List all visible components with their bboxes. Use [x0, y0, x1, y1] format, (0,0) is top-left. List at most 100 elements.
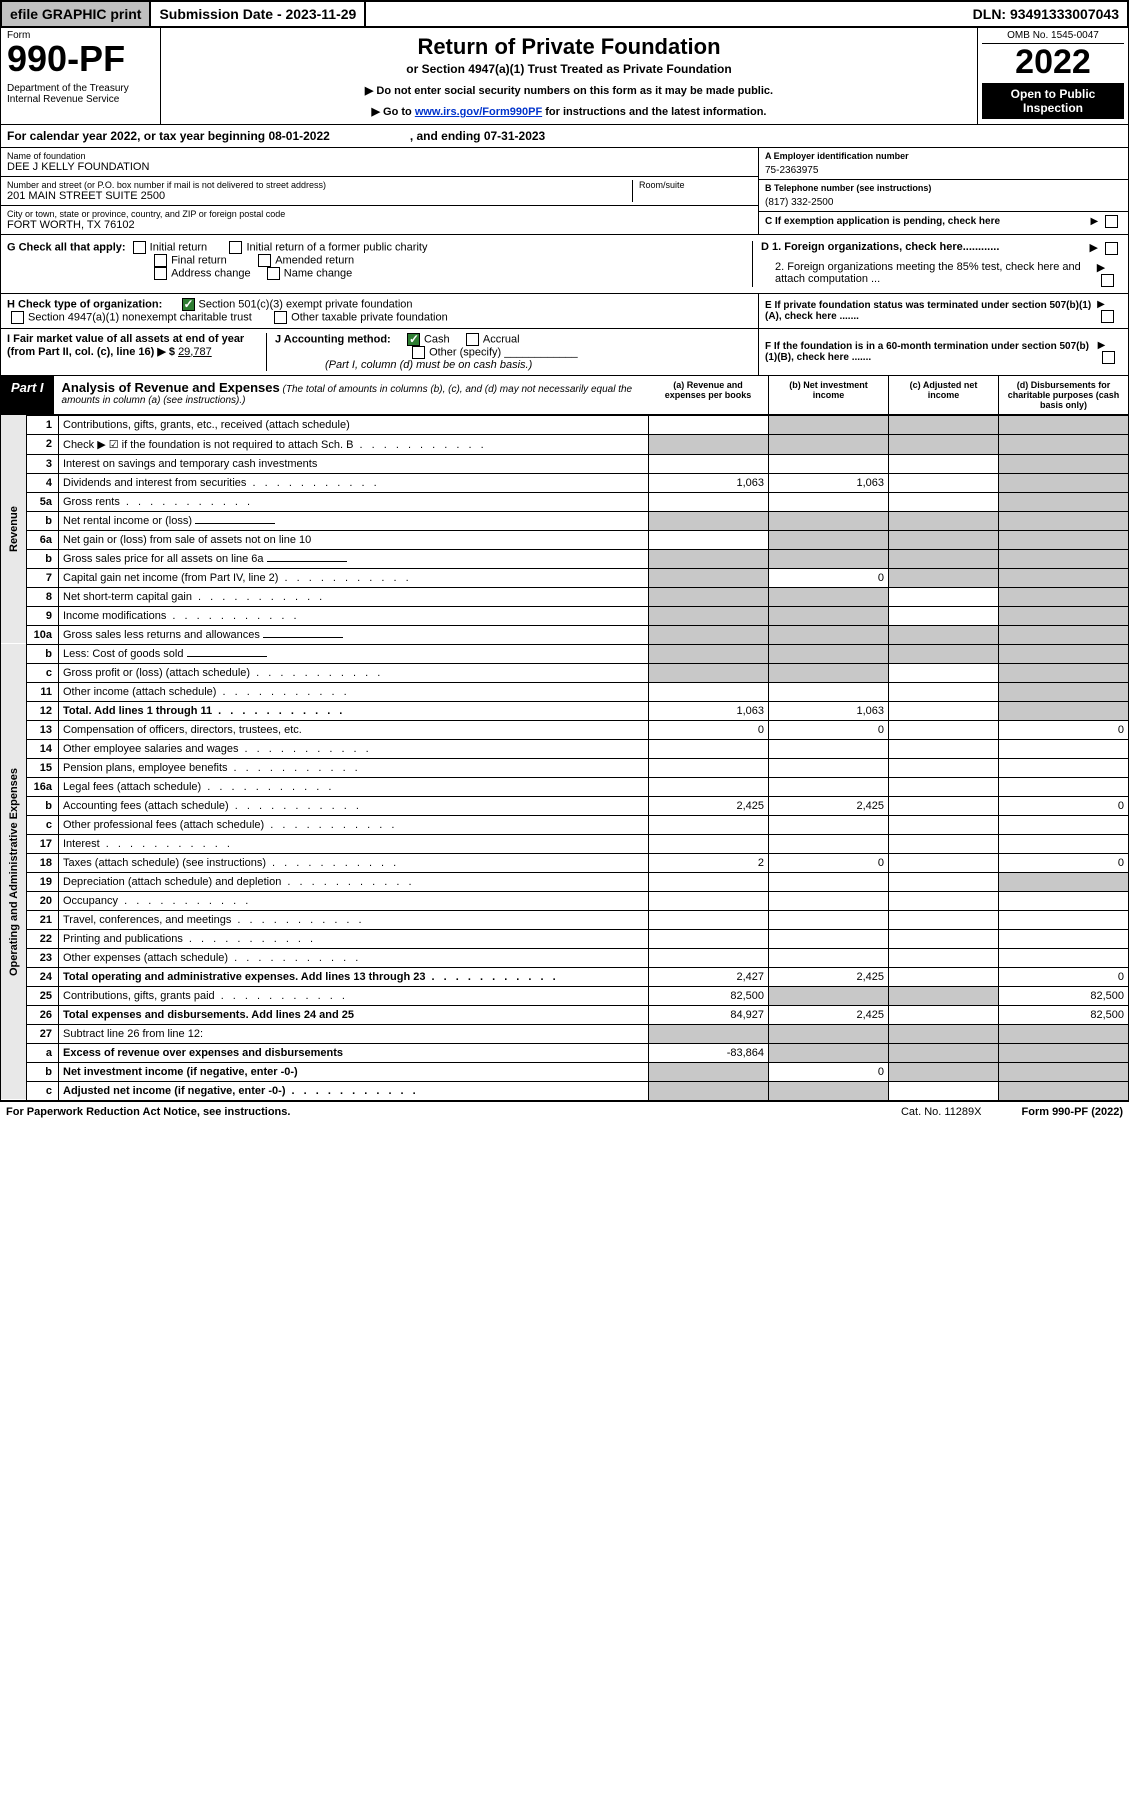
cell-d — [999, 1062, 1129, 1081]
line-desc: Other income (attach schedule) — [59, 682, 649, 701]
cell-a — [649, 872, 769, 891]
cell-a — [649, 606, 769, 625]
cell-d — [999, 663, 1129, 682]
cell-a: 84,927 — [649, 1005, 769, 1024]
cb-other-taxable[interactable] — [274, 311, 287, 324]
table-row: 9Income modifications — [1, 606, 1129, 625]
cell-a — [649, 682, 769, 701]
cell-c — [889, 492, 999, 511]
d2-label: 2. Foreign organizations meeting the 85%… — [761, 261, 1097, 287]
open-public: Open to Public Inspection — [982, 83, 1124, 119]
cell-c — [889, 720, 999, 739]
line-desc: Other professional fees (attach schedule… — [59, 815, 649, 834]
cell-c — [889, 739, 999, 758]
cb-initial[interactable] — [133, 241, 146, 254]
table-row: 12Total. Add lines 1 through 111,0631,06… — [1, 701, 1129, 720]
line-number: a — [27, 1043, 59, 1062]
room-label: Room/suite — [639, 180, 752, 190]
cell-d — [999, 948, 1129, 967]
cell-c — [889, 701, 999, 720]
cell-d — [999, 492, 1129, 511]
table-row: 18Taxes (attach schedule) (see instructi… — [1, 853, 1129, 872]
addr-label: Number and street (or P.O. box number if… — [7, 180, 632, 190]
d2-checkbox[interactable] — [1101, 274, 1114, 287]
cell-d — [999, 473, 1129, 492]
line-number: 13 — [27, 720, 59, 739]
cb-final[interactable] — [154, 254, 167, 267]
g-final: Final return — [171, 254, 227, 266]
cb-other-method[interactable] — [412, 346, 425, 359]
line-number: 23 — [27, 948, 59, 967]
line-desc: Gross rents — [59, 492, 649, 511]
part1-header: Part I Analysis of Revenue and Expenses … — [0, 376, 1129, 415]
cell-d: 0 — [999, 967, 1129, 986]
f-checkbox[interactable] — [1102, 351, 1115, 364]
form-title: Return of Private Foundation — [171, 34, 967, 60]
cell-d — [999, 568, 1129, 587]
cell-c — [889, 929, 999, 948]
revenue-side-label: Revenue — [1, 415, 27, 644]
cell-b — [769, 1043, 889, 1062]
line-desc: Interest on savings and temporary cash i… — [59, 454, 649, 473]
cell-a — [649, 625, 769, 644]
cb-initial-former[interactable] — [229, 241, 242, 254]
cell-a — [649, 587, 769, 606]
col-d-header: (d) Disbursements for charitable purpose… — [998, 376, 1128, 414]
instr-link[interactable]: www.irs.gov/Form990PF — [415, 106, 542, 118]
cell-c — [889, 796, 999, 815]
part1-title: Analysis of Revenue and Expenses — [62, 380, 280, 395]
cb-name-change[interactable] — [267, 267, 280, 280]
cell-c — [889, 986, 999, 1005]
cb-accrual[interactable] — [466, 333, 479, 346]
phone-label: B Telephone number (see instructions) — [765, 183, 1122, 193]
table-row: 4Dividends and interest from securities1… — [1, 473, 1129, 492]
cell-d — [999, 1043, 1129, 1062]
cell-d — [999, 606, 1129, 625]
cb-501c3[interactable] — [182, 298, 195, 311]
line-number: 19 — [27, 872, 59, 891]
cb-4947[interactable] — [11, 311, 24, 324]
foundation-name: DEE J KELLY FOUNDATION — [7, 161, 752, 173]
col-a-header: (a) Revenue and expenses per books — [648, 376, 768, 414]
cell-a — [649, 663, 769, 682]
line-number: b — [27, 644, 59, 663]
d1-checkbox[interactable] — [1105, 242, 1118, 255]
table-row: cOther professional fees (attach schedul… — [1, 815, 1129, 834]
h-section: H Check type of organization: Section 50… — [0, 294, 1129, 329]
table-row: 17Interest — [1, 834, 1129, 853]
cell-d: 82,500 — [999, 986, 1129, 1005]
line-number: 4 — [27, 473, 59, 492]
table-row: 15Pension plans, employee benefits — [1, 758, 1129, 777]
cell-b — [769, 758, 889, 777]
line-desc: Excess of revenue over expenses and disb… — [59, 1043, 649, 1062]
header-center: Return of Private Foundation or Section … — [161, 28, 978, 124]
omb-number: OMB No. 1545-0047 — [982, 30, 1124, 44]
line-number: 11 — [27, 682, 59, 701]
cb-cash[interactable] — [407, 333, 420, 346]
cell-d: 82,500 — [999, 1005, 1129, 1024]
cell-c — [889, 606, 999, 625]
cb-addr-change[interactable] — [154, 267, 167, 280]
line-number: b — [27, 511, 59, 530]
ij-section: I Fair market value of all assets at end… — [0, 329, 1129, 376]
line-number: 6a — [27, 530, 59, 549]
cell-b — [769, 682, 889, 701]
cell-a — [649, 910, 769, 929]
ein-row: A Employer identification number 75-2363… — [759, 148, 1128, 180]
cb-amended[interactable] — [258, 254, 271, 267]
efile-label[interactable]: efile GRAPHIC print — [2, 2, 151, 26]
cell-c — [889, 948, 999, 967]
c-checkbox[interactable] — [1105, 215, 1118, 228]
line-desc: Taxes (attach schedule) (see instruction… — [59, 853, 649, 872]
cell-a — [649, 1062, 769, 1081]
g-initial-former: Initial return of a former public charit… — [246, 241, 427, 253]
cell-b: 0 — [769, 1062, 889, 1081]
line-number: 24 — [27, 967, 59, 986]
city-label: City or town, state or province, country… — [7, 209, 752, 219]
line-desc: Check ▶ ☑ if the foundation is not requi… — [59, 434, 649, 454]
cell-a: 0 — [649, 720, 769, 739]
cell-a — [649, 739, 769, 758]
cell-a — [649, 777, 769, 796]
table-row: bAccounting fees (attach schedule)2,4252… — [1, 796, 1129, 815]
e-checkbox[interactable] — [1101, 310, 1114, 323]
